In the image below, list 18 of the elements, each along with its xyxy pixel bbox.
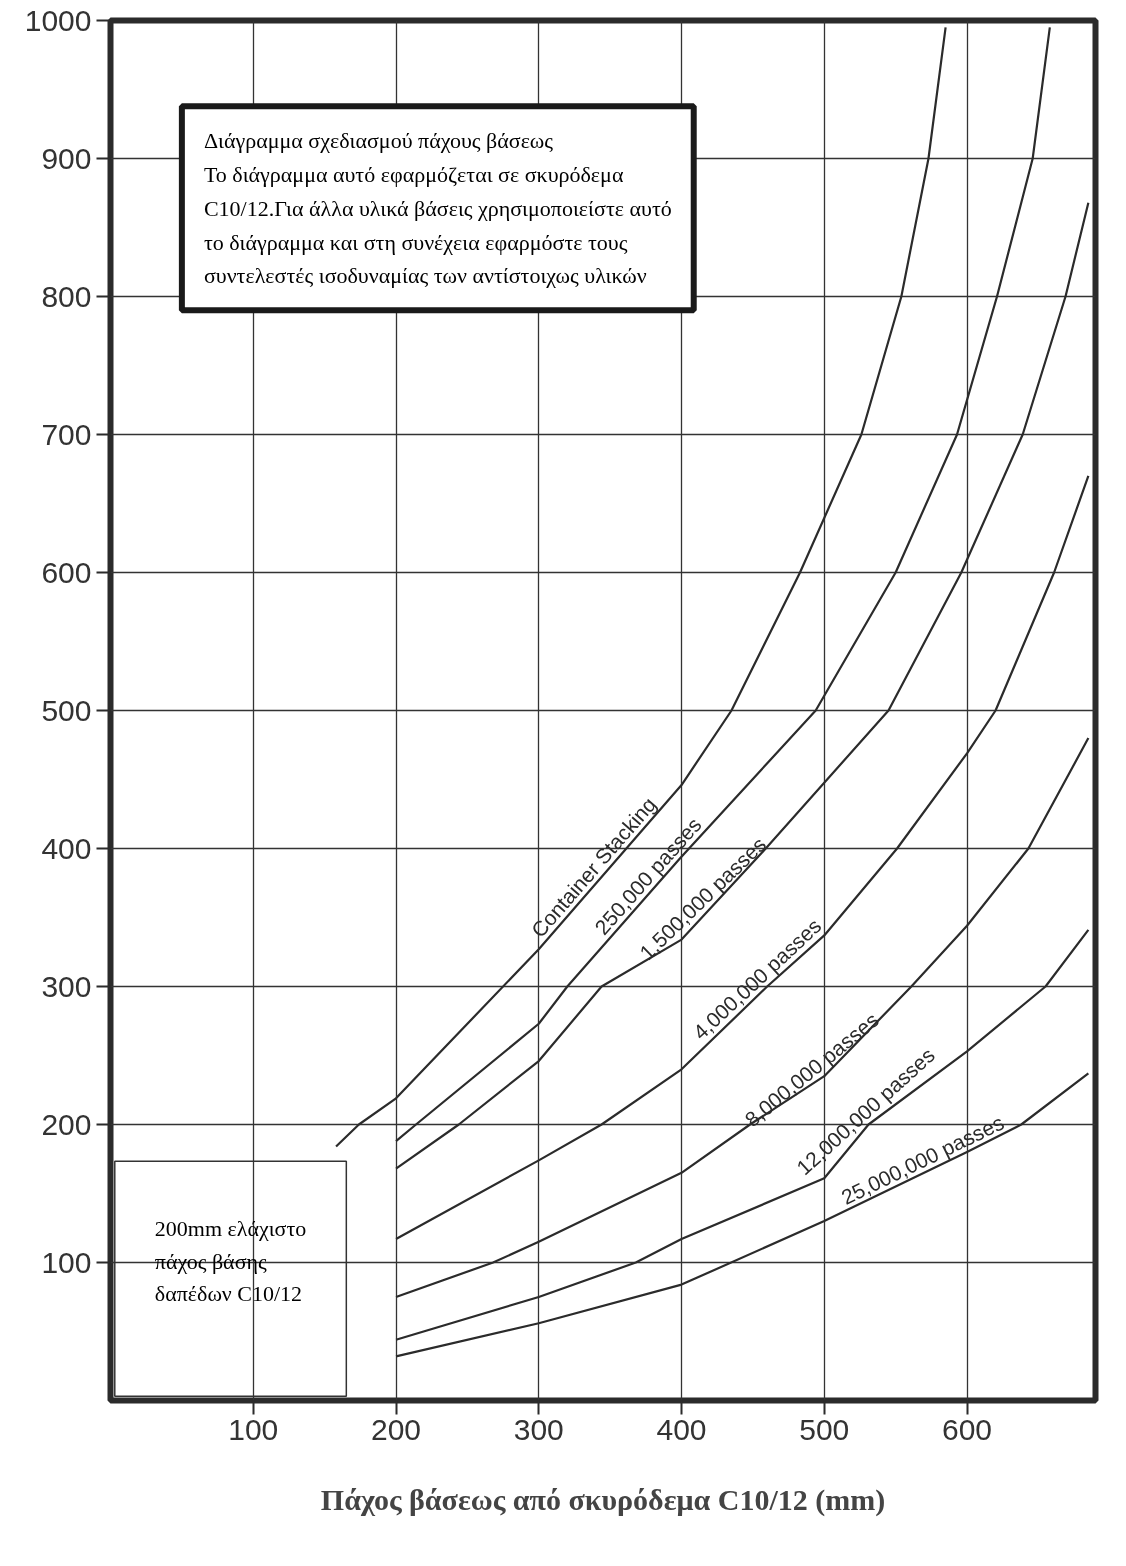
y-tick-label: 700 xyxy=(41,417,92,451)
x-tick-label: 300 xyxy=(513,1412,564,1446)
x-tick-label: 400 xyxy=(656,1412,707,1446)
x-tick-label: 100 xyxy=(228,1412,279,1446)
y-tick-label: 800 xyxy=(41,279,92,313)
y-tick-label: 400 xyxy=(41,831,92,865)
x-axis-title: Πάχος βάσεως από σκυρόδεμα C10/12 (mm) xyxy=(320,1482,886,1517)
x-tick-label: 500 xyxy=(799,1412,850,1446)
annotation: Διάγραμμα σχεδιασμού πάχους βάσεως Το διάγραμμα αυτό εφαρμόζεται σε σκυρόδεμα C10/12.Για άλλα υλικά βάσεις χρησιμοποιείστε αυτό το διάγραμμα και στη συνέχεια εφαρμόστε τους συντελεστές ισοδυναμίας των αντίστοιχως υλικών xyxy=(203,128,672,289)
x-tick-label: 200 xyxy=(370,1412,422,1446)
x-tick-label: 600 xyxy=(941,1412,993,1446)
y-tick-label: 900 xyxy=(41,141,92,175)
y-tick-label: 100 xyxy=(41,1245,92,1279)
y-tick-label: 600 xyxy=(41,555,92,589)
y-tick-label: 300 xyxy=(41,969,92,1003)
y-tick-label: 1000 xyxy=(24,3,92,37)
y-tick-label: 500 xyxy=(41,693,92,727)
y-tick-label: 200 xyxy=(41,1107,92,1141)
